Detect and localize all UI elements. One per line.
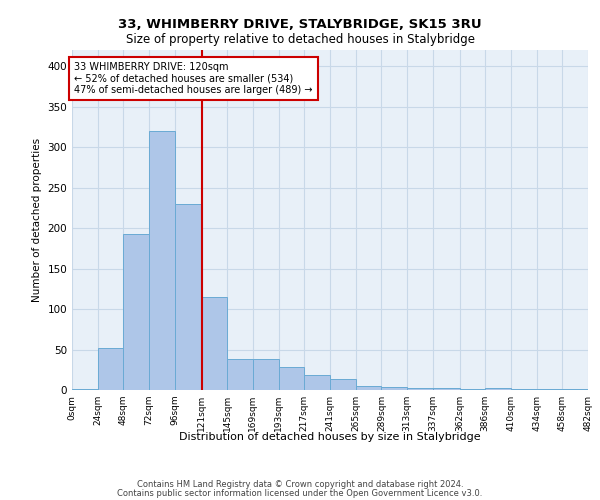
Bar — [202, 297, 227, 390]
Bar — [536, 389, 562, 390]
Bar — [175, 204, 202, 390]
Bar — [356, 386, 382, 390]
Text: Contains public sector information licensed under the Open Government Licence v3: Contains public sector information licen… — [118, 489, 482, 498]
Y-axis label: Number of detached properties: Number of detached properties — [32, 138, 42, 302]
Bar — [433, 388, 460, 390]
Text: Distribution of detached houses by size in Stalybridge: Distribution of detached houses by size … — [179, 432, 481, 442]
Bar — [304, 376, 330, 390]
Bar — [511, 389, 536, 390]
Bar — [485, 388, 511, 390]
Bar — [562, 389, 588, 390]
Text: Size of property relative to detached houses in Stalybridge: Size of property relative to detached ho… — [125, 32, 475, 46]
Text: Contains HM Land Registry data © Crown copyright and database right 2024.: Contains HM Land Registry data © Crown c… — [137, 480, 463, 489]
Bar — [407, 388, 433, 390]
Bar — [278, 368, 304, 390]
Bar — [382, 387, 407, 390]
Bar — [460, 389, 485, 390]
Bar — [98, 348, 124, 390]
Bar — [149, 131, 175, 390]
Bar — [124, 234, 149, 390]
Bar — [330, 380, 356, 390]
Bar — [227, 359, 253, 390]
Bar — [253, 359, 278, 390]
Text: 33 WHIMBERRY DRIVE: 120sqm
← 52% of detached houses are smaller (534)
47% of sem: 33 WHIMBERRY DRIVE: 120sqm ← 52% of deta… — [74, 62, 313, 96]
Bar — [72, 389, 98, 390]
Text: 33, WHIMBERRY DRIVE, STALYBRIDGE, SK15 3RU: 33, WHIMBERRY DRIVE, STALYBRIDGE, SK15 3… — [118, 18, 482, 30]
